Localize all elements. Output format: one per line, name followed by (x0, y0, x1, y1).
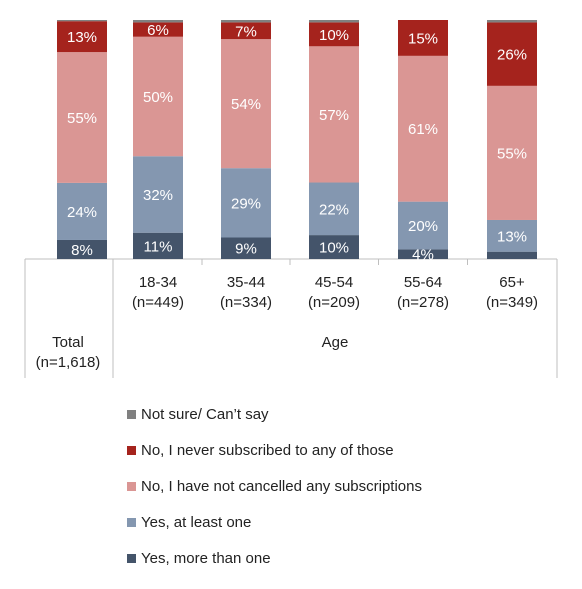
data-label: 55% (497, 145, 527, 162)
bar-segment (309, 46, 359, 183)
data-label: 29% (231, 195, 261, 212)
legend: Not sure/ Can’t say No, I never subscribe… (127, 396, 422, 576)
legend-swatch (127, 445, 136, 455)
stacked-bar-chart: 8% 24% 55% 13% 11% 32% 50% 6% 9% 29% 54% 7% 10% 22% 57… (24, 20, 558, 378)
bar-segment (398, 249, 448, 259)
legend-item: No, I have not cancelled any subscriptio… (127, 468, 422, 504)
data-label: 11% (144, 238, 173, 255)
legend-item: No, I never subscribed to any of those (127, 432, 422, 468)
category-label: 18-34 (139, 274, 177, 291)
data-label: 7% (235, 23, 257, 40)
legend-label: Yes, at least one (141, 513, 252, 531)
legend-label: No, I have not cancelled any subscriptio… (141, 477, 422, 495)
legend-label: Not sure/ Can’t say (141, 405, 269, 423)
bar-segment (57, 239, 107, 259)
bar-segment (133, 20, 183, 23)
category-label: (n=334) (220, 294, 272, 311)
bar-segment (133, 232, 183, 259)
legend-swatch (127, 553, 136, 563)
bar-segment (221, 168, 271, 238)
category-label: 45-54 (315, 274, 353, 291)
bar-segment (487, 219, 537, 252)
bar-segment (487, 251, 537, 259)
bar-segment (57, 52, 107, 183)
category-labels: Total (n=1,618) 18-34 (n=449) 35-44 (n=334) 45… (36, 274, 538, 371)
data-label: 61% (408, 121, 438, 138)
bar-segment (309, 22, 359, 47)
data-label: 4% (412, 247, 434, 264)
category-label: (n=209) (308, 294, 360, 311)
bar-segment (309, 235, 359, 259)
data-label: 20% (408, 218, 438, 235)
data-label: 57% (319, 107, 349, 124)
legend-label: No, I never subscribed to any of those (141, 441, 394, 459)
legend-label: Yes, more than one (141, 549, 271, 567)
group-label-age: Age (322, 334, 349, 351)
category-label: 65+ (499, 274, 525, 291)
legend-item: Yes, at least one (127, 504, 422, 540)
bar-segment (487, 85, 537, 220)
data-label: 6% (147, 22, 169, 39)
legend-item: Yes, more than one (127, 540, 422, 576)
data-label: 13% (67, 29, 97, 46)
category-label: 55-64 (404, 274, 442, 291)
legend-swatch (127, 481, 136, 491)
bar-segment (398, 201, 448, 250)
bar-segment (487, 20, 537, 23)
data-label: 8% (71, 242, 93, 259)
legend-swatch (127, 409, 136, 419)
data-label: 13% (497, 228, 527, 245)
data-label: 24% (67, 204, 97, 221)
data-label: 32% (143, 187, 173, 204)
bar-segments (57, 20, 537, 259)
data-label: 26% (497, 47, 527, 64)
bar-segment (133, 22, 183, 37)
bar-segment (221, 39, 271, 169)
data-label: 54% (231, 96, 261, 113)
category-label: (n=449) (132, 294, 184, 311)
bar-segment (309, 182, 359, 236)
data-label: 55% (67, 110, 97, 127)
category-label: (n=278) (397, 294, 449, 311)
bar-segment (57, 182, 107, 240)
chart-axes (24, 258, 558, 378)
data-label: 10% (319, 240, 349, 257)
bar-segment (221, 237, 271, 259)
legend-swatch (127, 517, 136, 527)
category-label: (n=349) (486, 294, 538, 311)
bar-segment (57, 20, 107, 22)
bar-segment (398, 55, 448, 202)
data-label: 22% (319, 201, 349, 218)
legend-item: Not sure/ Can’t say (127, 396, 422, 432)
bar-segment (57, 21, 107, 53)
category-label: 35-44 (227, 274, 265, 291)
bar-segment (487, 22, 537, 86)
data-label: 9% (235, 241, 257, 258)
data-label: 15% (408, 30, 438, 47)
category-label: (n=1,618) (36, 354, 101, 371)
category-label: Total (52, 334, 84, 351)
data-label: 50% (143, 89, 173, 106)
data-label: 10% (319, 27, 349, 44)
bar-segment (309, 20, 359, 23)
bar-segment (398, 20, 448, 56)
bar-segment (133, 36, 183, 157)
bar-segment (221, 22, 271, 40)
bar-segment (221, 20, 271, 23)
bar-segment (133, 156, 183, 233)
data-labels: 8% 24% 55% 13% 11% 32% 50% 6% 9% 29% 54% 7% 10% 22% 57… (67, 22, 527, 264)
